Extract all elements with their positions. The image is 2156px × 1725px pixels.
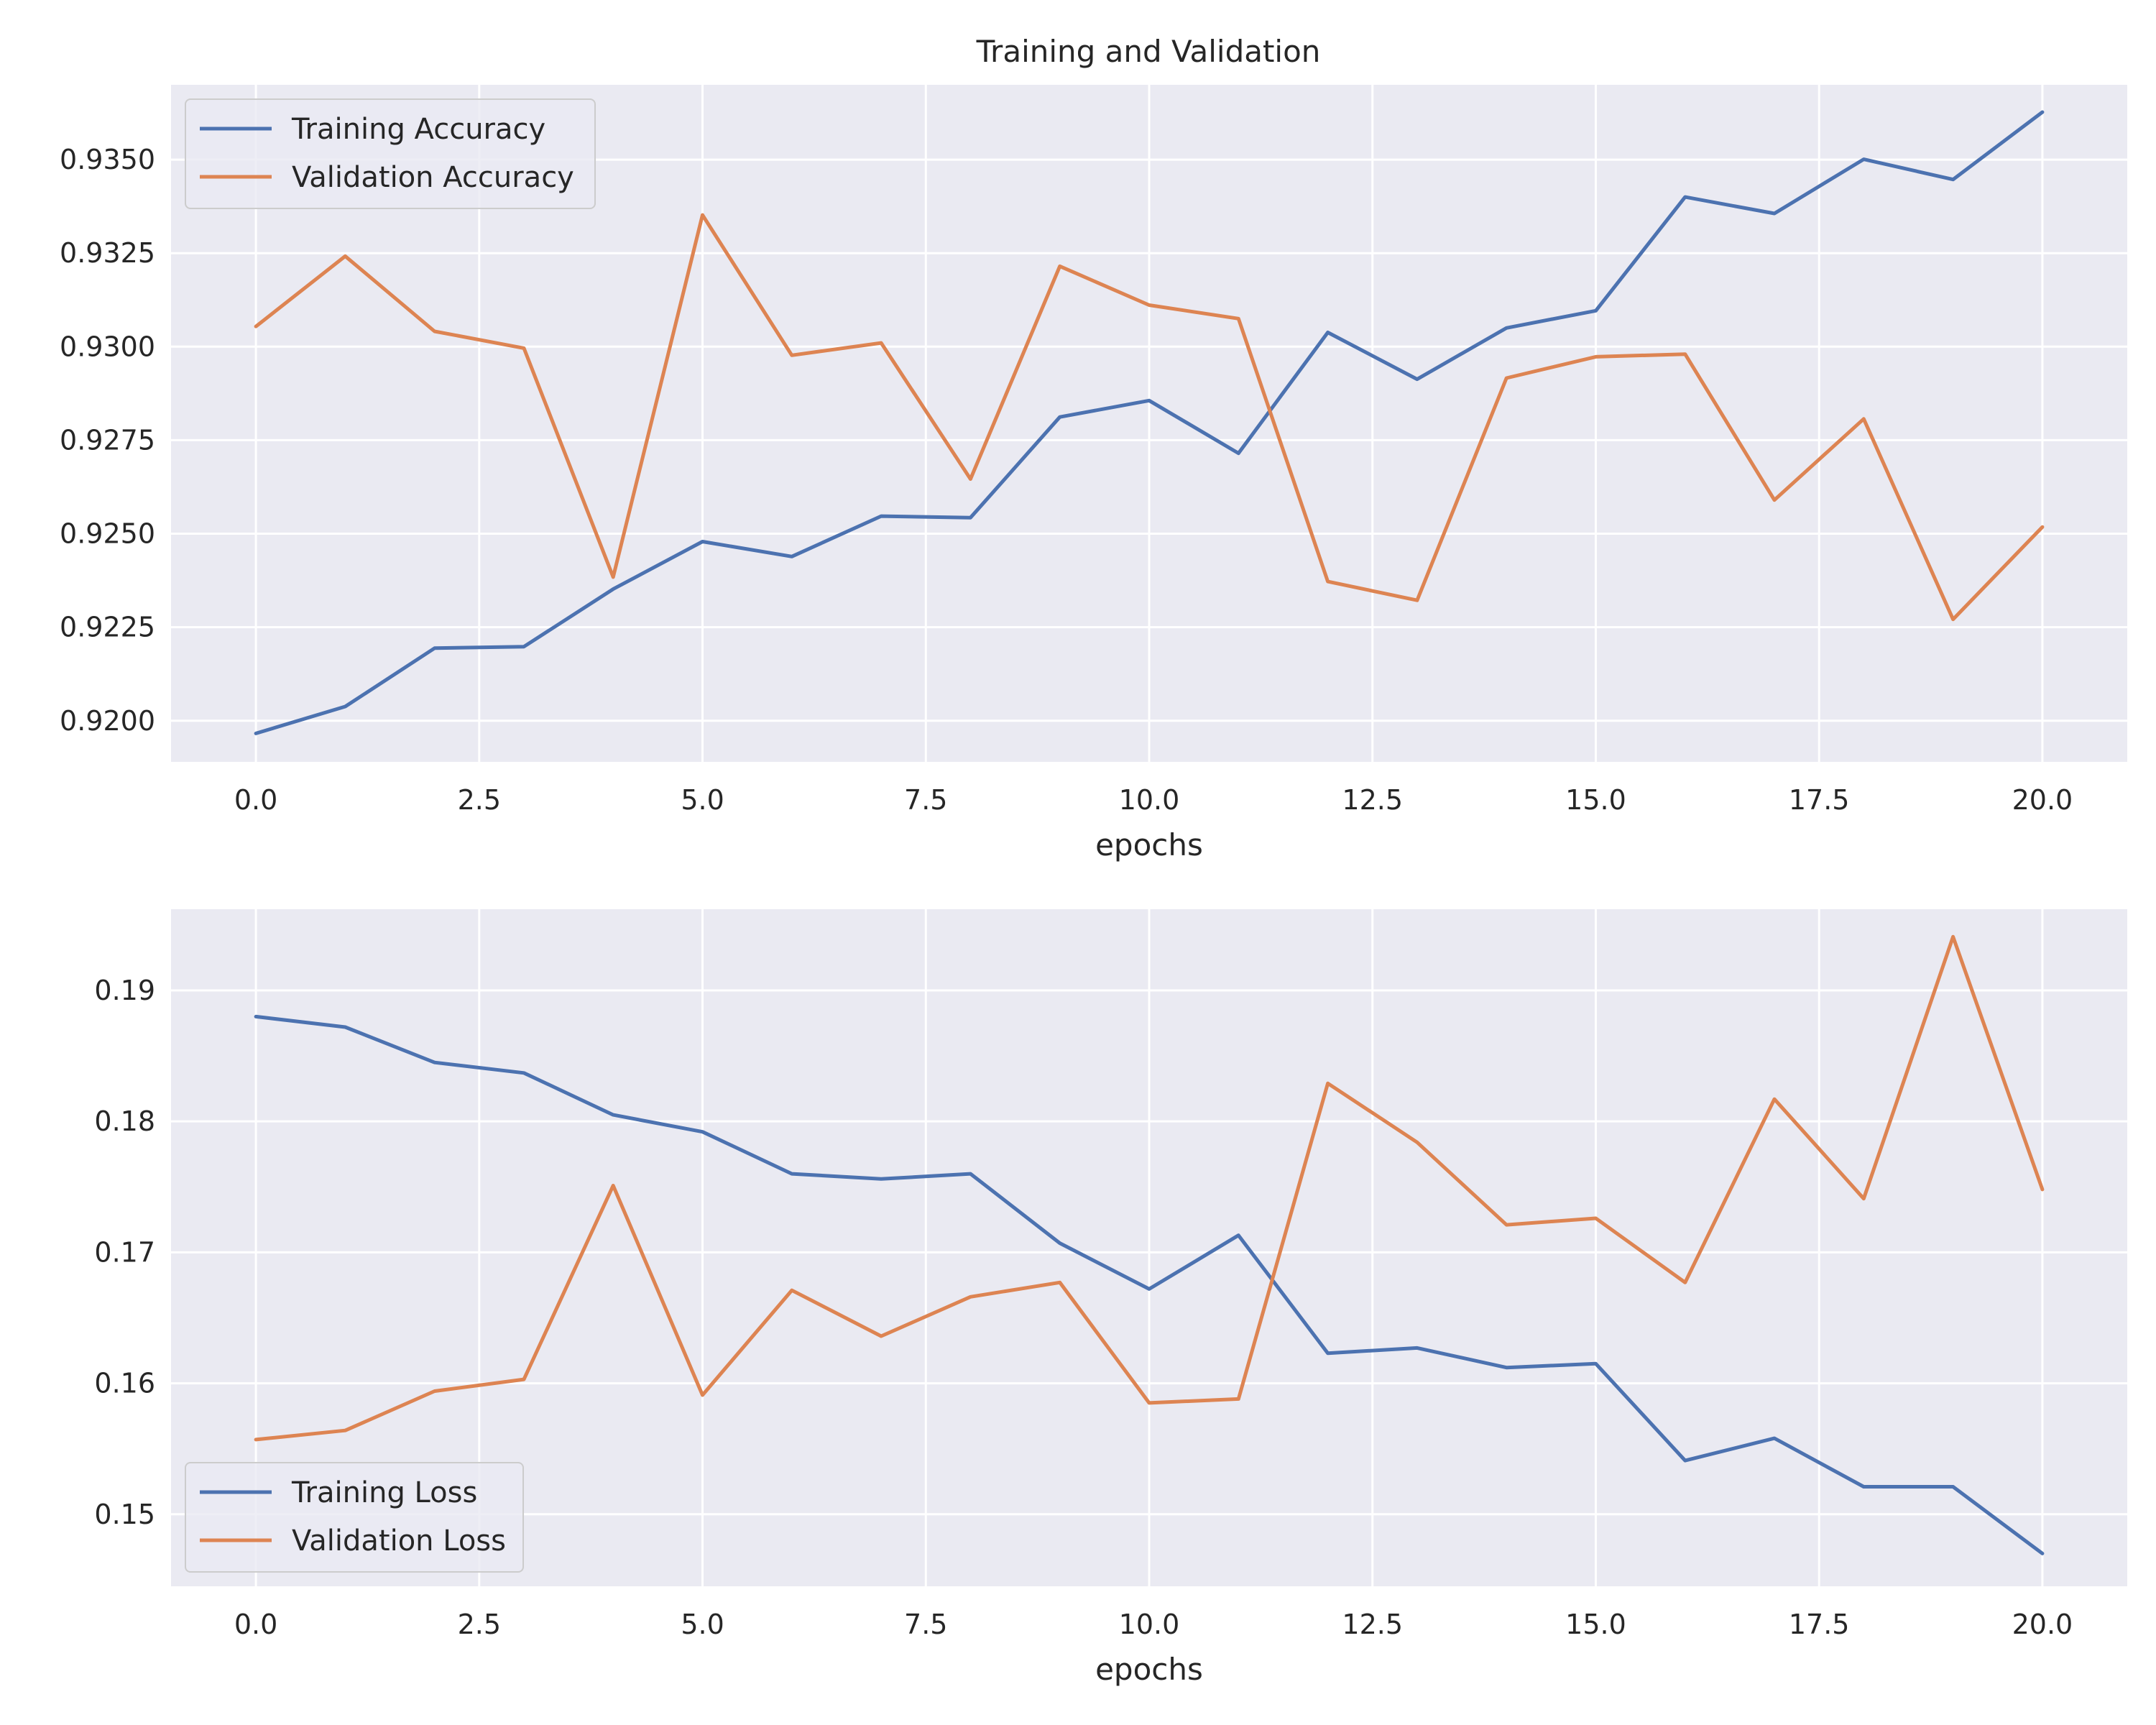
- loss-x-tick-label: 2.5: [458, 1609, 501, 1640]
- loss-x-tick-label: 10.0: [1119, 1609, 1180, 1640]
- acc-x-tick-label: 0.0: [234, 784, 277, 816]
- loss-y-tick-label: 0.17: [94, 1236, 155, 1268]
- loss-y-tick-label: 0.16: [94, 1368, 155, 1399]
- loss-x-tick-label: 15.0: [1565, 1609, 1626, 1640]
- acc-x-tick-label: 2.5: [458, 784, 501, 816]
- acc-series-line-validation-accuracy: [254, 213, 2045, 622]
- acc-y-tick-label: 0.9250: [60, 518, 155, 550]
- loss-x-tick-label: 7.5: [904, 1609, 947, 1640]
- loss-legend: Training Loss Validation Loss: [185, 1462, 524, 1573]
- loss-legend-label: Training Loss: [291, 1476, 477, 1509]
- loss-y-tick-label: 0.18: [94, 1105, 155, 1137]
- acc-x-tick-label: 10.0: [1119, 784, 1180, 816]
- acc-y-tick-label: 0.9300: [60, 331, 155, 362]
- acc-x-tick-label: 20.0: [2012, 784, 2073, 816]
- acc-legend-label: Training Accuracy: [291, 113, 545, 146]
- acc-series-line-training-accuracy: [254, 110, 2045, 735]
- loss-series-line-validation-loss: [254, 934, 2045, 1442]
- acc-legend-label: Validation Accuracy: [292, 161, 574, 194]
- loss-y-tick-label: 0.19: [94, 975, 155, 1006]
- acc-x-tick-label: 15.0: [1565, 784, 1626, 816]
- acc-y-tick-label: 0.9200: [60, 705, 155, 737]
- loss-y-tick-label: 0.15: [94, 1499, 155, 1530]
- loss-x-axis-label: epochs: [1095, 1652, 1203, 1687]
- acc-x-tick-label: 17.5: [1789, 784, 1850, 816]
- loss-series-line-training-loss: [254, 1014, 2045, 1555]
- acc-y-tick-label: 0.9275: [60, 424, 155, 456]
- acc-x-tick-label: 5.0: [681, 784, 724, 816]
- loss-x-tick-label: 12.5: [1342, 1609, 1403, 1640]
- acc-y-tick-label: 0.9325: [60, 237, 155, 269]
- loss-legend-label: Validation Loss: [292, 1524, 506, 1558]
- loss-x-tick-label: 20.0: [2012, 1609, 2073, 1640]
- accuracy-axes: 0.0 2.5 5.0 7.5 10.0 12.5 15.0 17.5 20.0 0.9200 0.…: [60, 85, 2127, 862]
- acc-y-tick-label: 0.9350: [60, 144, 155, 175]
- acc-x-axis-label: epochs: [1095, 827, 1203, 862]
- loss-legend-frame: [185, 1462, 524, 1573]
- loss-axes: 0.0 2.5 5.0 7.5 10.0 12.5 15.0 17.5 20.0 0.15 0.16…: [94, 909, 2127, 1687]
- loss-x-tick-label: 17.5: [1789, 1609, 1850, 1640]
- acc-x-tick-label: 7.5: [904, 784, 947, 816]
- chart-title: Training and Validation: [976, 34, 1321, 69]
- acc-legend: Training Accuracy Validation Accuracy: [185, 98, 596, 209]
- acc-x-tick-label: 12.5: [1342, 784, 1403, 816]
- loss-x-tick-label: 5.0: [681, 1609, 724, 1640]
- loss-x-tick-label: 0.0: [234, 1609, 277, 1640]
- acc-legend-frame: [185, 98, 596, 209]
- acc-y-tick-label: 0.9225: [60, 612, 155, 643]
